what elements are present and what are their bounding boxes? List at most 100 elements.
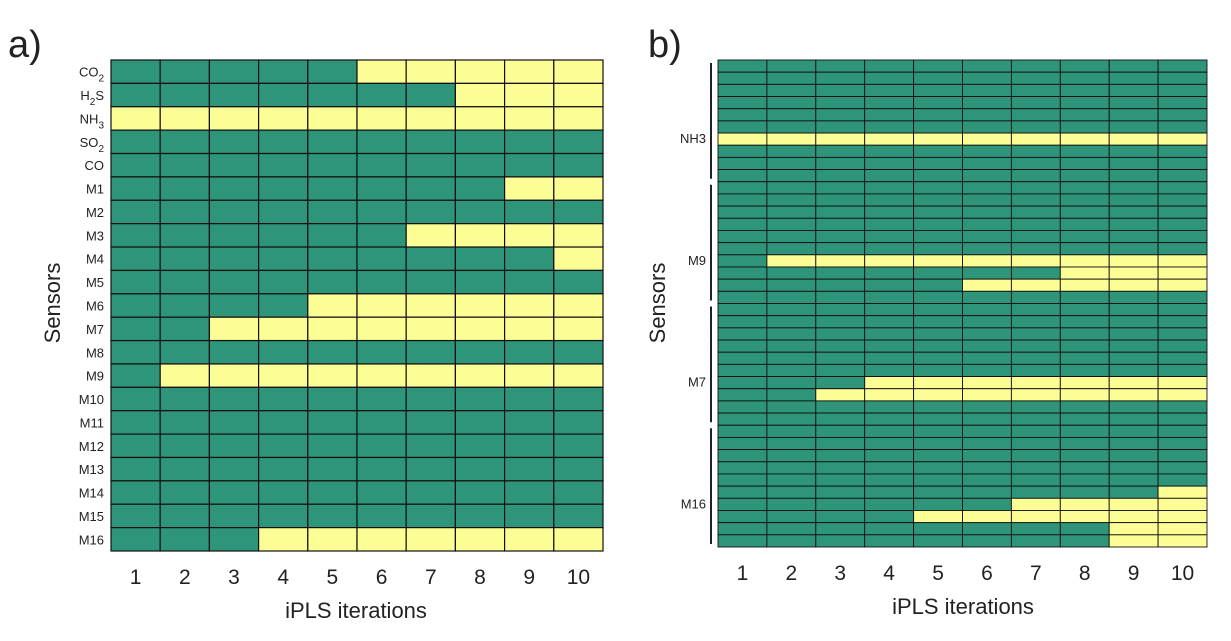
- cell-a-r14-c9: [553, 386, 604, 412]
- cell-a-r1-c7: [454, 82, 506, 108]
- cell-a-r18-c8: [504, 480, 555, 505]
- cell-a-r0-c8: [504, 59, 555, 84]
- cell-b-r6-c0: [717, 132, 768, 146]
- cell-b-r39-c8: [1108, 534, 1159, 548]
- cell-a-r11-c5: [356, 316, 407, 342]
- cell-b-r22-c8: [1108, 327, 1159, 341]
- cell-a-r11-c1: [159, 316, 210, 342]
- cell-b-r10-c5: [962, 181, 1012, 195]
- cell-a-r6-c8: [504, 199, 555, 225]
- cell-a-r16-c9: [553, 433, 604, 459]
- cell-a-r18-c5: [356, 480, 407, 505]
- cell-b-r21-c5: [962, 315, 1012, 329]
- cell-a-r17-c3: [258, 456, 309, 482]
- cell-b-r37-c9: [1157, 510, 1208, 524]
- cell-b-r25-c8: [1108, 363, 1159, 378]
- cell-a-r10-c9: [553, 293, 604, 318]
- cell-b-r12-c9: [1157, 205, 1208, 219]
- cell-a-r3-c6: [405, 129, 457, 155]
- cell-b-r11-c6: [1010, 193, 1061, 207]
- cell-a-r7-c8: [504, 223, 555, 248]
- panel-b-group-label: M16: [681, 496, 706, 511]
- cell-b-r11-c3: [864, 193, 915, 207]
- cell-b-r20-c8: [1108, 303, 1159, 317]
- cell-a-r10-c7: [454, 293, 506, 318]
- panel-a-cells: [110, 59, 604, 552]
- panel-a-y-tick-label: M1: [86, 182, 104, 197]
- cell-b-r17-c8: [1108, 266, 1159, 280]
- cell-a-r6-c2: [208, 199, 260, 225]
- cell-b-r2-c1: [766, 83, 817, 97]
- cell-b-r24-c7: [1059, 351, 1110, 365]
- panel-b-x-axis-title: iPLS iterations: [892, 594, 1034, 619]
- panel-a-x-tick-label: 2: [179, 566, 191, 589]
- panel-a-y-tick-label: H2S: [80, 88, 104, 108]
- cell-b-r0-c6: [1010, 59, 1061, 73]
- cell-b-r30-c5: [962, 424, 1012, 438]
- cell-b-r26-c4: [913, 376, 963, 390]
- cell-b-r0-c9: [1157, 59, 1208, 73]
- cell-b-r12-c4: [913, 205, 963, 219]
- cell-a-r17-c0: [110, 456, 161, 482]
- panel-a-y-tick-label: M14: [79, 486, 104, 501]
- cell-a-r0-c9: [553, 59, 604, 84]
- panel-b-x-tick-labels: 1 2 3 4 5 6 7 8 9 10: [737, 562, 1195, 585]
- cell-b-r28-c3: [864, 400, 915, 414]
- cell-a-r15-c6: [405, 410, 457, 435]
- cell-a-r19-c5: [356, 503, 407, 529]
- panel-a-y-tick-label: M4: [86, 252, 104, 267]
- cell-b-r39-c3: [864, 534, 915, 548]
- cell-b-r8-c9: [1157, 156, 1208, 171]
- cell-b-r38-c4: [913, 522, 963, 536]
- cell-a-r11-c4: [307, 316, 358, 342]
- cell-a-r5-c1: [159, 176, 210, 201]
- cell-b-r38-c9: [1157, 522, 1208, 536]
- cell-b-r3-c9: [1157, 96, 1208, 110]
- cell-b-r1-c6: [1010, 71, 1061, 85]
- cell-b-r4-c7: [1059, 108, 1110, 122]
- cell-b-r24-c9: [1157, 351, 1208, 365]
- cell-b-r18-c6: [1010, 278, 1061, 292]
- cell-a-r5-c9: [553, 176, 604, 201]
- cell-b-r17-c6: [1010, 266, 1061, 280]
- cell-a-r1-c6: [405, 82, 457, 108]
- cell-a-r7-c6: [405, 223, 457, 248]
- cell-b-r21-c0: [717, 315, 768, 329]
- cell-b-r36-c7: [1059, 497, 1110, 511]
- cell-b-r15-c0: [717, 242, 768, 256]
- cell-b-r2-c6: [1010, 83, 1061, 97]
- panel-b-x-tick-label: 3: [834, 562, 846, 585]
- cell-a-r15-c0: [110, 410, 161, 435]
- panel-a-x-tick-label: 5: [327, 566, 339, 589]
- cell-b-r18-c9: [1157, 278, 1208, 292]
- cell-b-r16-c9: [1157, 254, 1208, 268]
- cell-b-r0-c5: [962, 59, 1012, 73]
- cell-b-r26-c5: [962, 376, 1012, 390]
- panel-b-label: b): [648, 24, 682, 66]
- panel-b-group-label: M9: [688, 253, 706, 268]
- cell-b-r12-c5: [962, 205, 1012, 219]
- cell-b-r16-c0: [717, 254, 768, 268]
- cell-b-r6-c4: [913, 132, 963, 146]
- cell-b-r8-c0: [717, 156, 768, 171]
- cell-b-r8-c1: [766, 156, 817, 171]
- cell-a-r15-c3: [258, 410, 309, 435]
- cell-b-r35-c7: [1059, 485, 1110, 499]
- cell-a-r11-c9: [553, 316, 604, 342]
- cell-a-r0-c5: [356, 59, 407, 84]
- cell-a-r16-c6: [405, 433, 457, 459]
- cell-b-r14-c3: [864, 229, 915, 244]
- cell-a-r13-c1: [159, 363, 210, 388]
- cell-b-r1-c8: [1108, 71, 1159, 85]
- cell-a-r20-c2: [208, 527, 260, 552]
- cell-b-r27-c7: [1059, 388, 1110, 402]
- cell-b-r0-c2: [815, 59, 866, 73]
- cell-b-r15-c8: [1108, 242, 1159, 256]
- cell-b-r2-c8: [1108, 83, 1159, 97]
- cell-b-r30-c6: [1010, 424, 1061, 438]
- cell-b-r35-c3: [864, 485, 915, 499]
- cell-b-r39-c2: [815, 534, 866, 548]
- cell-a-r20-c8: [504, 527, 555, 552]
- cell-b-r21-c6: [1010, 315, 1061, 329]
- cell-a-r9-c2: [208, 269, 260, 295]
